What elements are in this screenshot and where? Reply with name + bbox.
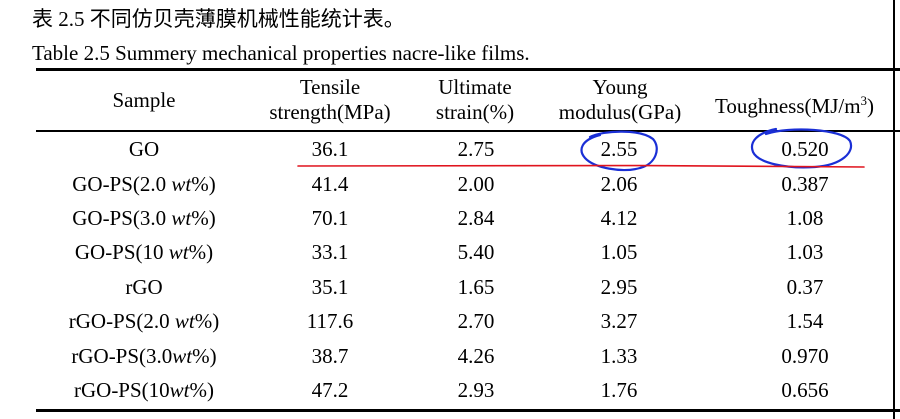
cell-modulus: 1.33	[600, 344, 638, 368]
cell-tensile: 36.1	[311, 137, 349, 161]
cell-strain: 2.75	[457, 137, 495, 161]
cell-sample: rGO	[125, 275, 163, 299]
cell-sample: rGO-PS(2.0 wt%)	[68, 309, 220, 333]
cell-modulus: 1.76	[600, 378, 638, 402]
cell-strain: 2.00	[457, 172, 495, 196]
header-toughness: Toughness(MJ/m3)	[715, 88, 874, 119]
red-underline-annotation	[297, 164, 865, 168]
caption-chinese: 表 2.5 不同仿贝壳薄膜机械性能统计表。	[32, 7, 405, 31]
cell-sample: GO-PS(2.0 wt%)	[72, 172, 216, 196]
header-ultimate-line1: Ultimate	[438, 75, 512, 99]
cell-modulus: 3.27	[600, 309, 638, 333]
header-young-line2: modulus(GPa)	[558, 100, 682, 124]
cell-tensile: 38.7	[311, 344, 349, 368]
cell-toughness: 1.03	[786, 240, 824, 264]
header-toughness-close: )	[867, 94, 875, 118]
cell-modulus: 2.55	[600, 137, 638, 161]
cell-strain: 1.65	[457, 275, 495, 299]
header-tensile: Tensile strength(MPa)	[250, 75, 410, 125]
table-header-rule	[36, 130, 900, 132]
cell-sample: rGO-PS(3.0wt%)	[71, 344, 217, 368]
cell-sample: GO-PS(3.0 wt%)	[72, 206, 216, 230]
cell-toughness: 0.656	[781, 378, 829, 402]
caption-english: Table 2.5 Summery mechanical properties …	[32, 41, 530, 65]
page-right-edge	[893, 0, 895, 419]
cell-tensile: 70.1	[311, 206, 349, 230]
cell-toughness: 0.37	[786, 275, 824, 299]
cell-tensile: 47.2	[311, 378, 349, 402]
cell-strain: 4.26	[457, 344, 495, 368]
cell-modulus: 1.05	[600, 240, 638, 264]
cell-strain: 5.40	[457, 240, 495, 264]
header-toughness-superscript: 3	[860, 93, 868, 108]
cell-tensile: 33.1	[311, 240, 349, 264]
cell-strain: 2.70	[457, 309, 495, 333]
cell-sample: rGO-PS(10wt%)	[73, 378, 215, 402]
cell-strain: 2.93	[457, 378, 495, 402]
header-tensile-line1: Tensile	[299, 75, 361, 99]
cell-toughness: 0.970	[781, 344, 829, 368]
header-ultimate: Ultimate strain(%)	[415, 75, 535, 125]
header-sample: Sample	[112, 88, 176, 112]
cell-tensile: 117.6	[306, 309, 354, 333]
cell-toughness: 0.387	[781, 172, 829, 196]
header-toughness-text: Toughness(MJ/m	[715, 94, 861, 118]
header-ultimate-line2: strain(%)	[435, 100, 515, 124]
cell-sample: GO	[128, 137, 160, 161]
cell-toughness: 1.08	[786, 206, 824, 230]
cell-toughness: 1.54	[786, 309, 824, 333]
cell-modulus: 2.95	[600, 275, 638, 299]
cell-tensile: 41.4	[311, 172, 349, 196]
cell-sample: GO-PS(10 wt%)	[74, 240, 214, 264]
header-young-line1: Young	[592, 75, 648, 99]
cell-tensile: 35.1	[311, 275, 349, 299]
cell-modulus: 2.06	[600, 172, 638, 196]
cell-modulus: 4.12	[600, 206, 638, 230]
cell-strain: 2.84	[457, 206, 495, 230]
cell-toughness: 0.520	[781, 137, 829, 161]
table-bottom-rule	[36, 409, 900, 412]
table-top-rule	[36, 68, 900, 71]
header-tensile-line2: strength(MPa)	[269, 100, 391, 124]
header-young: Young modulus(GPa)	[540, 75, 700, 125]
